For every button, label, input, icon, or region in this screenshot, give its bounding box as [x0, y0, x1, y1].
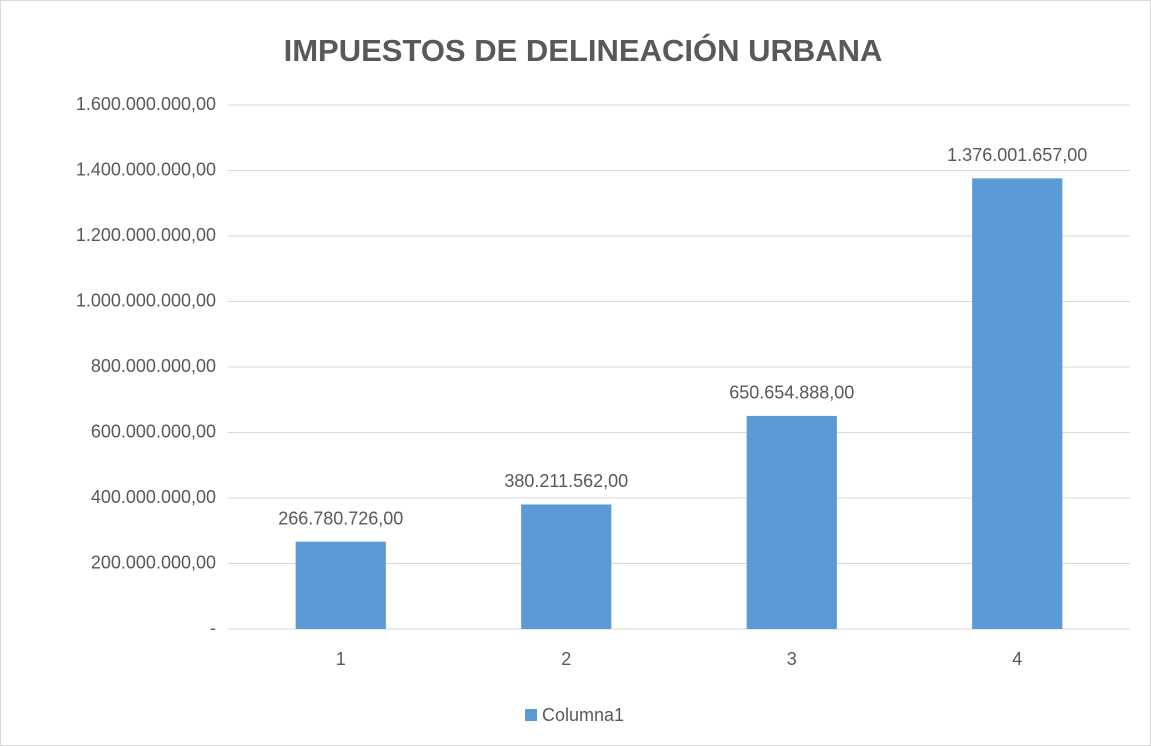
data-label: 266.780.726,00	[278, 508, 403, 528]
data-label: 650.654.888,00	[729, 383, 854, 403]
legend-label: Columna1	[542, 705, 624, 725]
y-tick-label: 1.400.000.000,00	[76, 159, 216, 179]
y-tick-label: 800.000.000,00	[91, 356, 216, 376]
x-tick-label: 1	[336, 649, 346, 669]
y-tick-label: 1.000.000.000,00	[76, 290, 216, 310]
y-tick-label: 200.000.000,00	[91, 552, 216, 572]
legend-swatch	[525, 709, 537, 721]
bar	[972, 178, 1063, 630]
bar	[746, 415, 837, 629]
x-tick-label: 3	[787, 649, 797, 669]
y-tick-label: 600.000.000,00	[91, 421, 216, 441]
chart-title: IMPUESTOS DE DELINEACIÓN URBANA	[284, 32, 883, 68]
data-label: 380.211.562,00	[504, 471, 628, 491]
x-tick-label: 4	[1012, 649, 1022, 669]
bar	[295, 541, 386, 629]
x-tick-label: 2	[561, 649, 571, 669]
bar	[521, 504, 612, 629]
data-label: 1.376.001.657,00	[947, 145, 1087, 165]
y-tick-label: 1.200.000.000,00	[76, 225, 216, 245]
y-tick-label: -	[210, 618, 216, 638]
y-tick-label: 400.000.000,00	[91, 487, 216, 507]
y-tick-label: 1.600.000.000,00	[76, 94, 216, 114]
